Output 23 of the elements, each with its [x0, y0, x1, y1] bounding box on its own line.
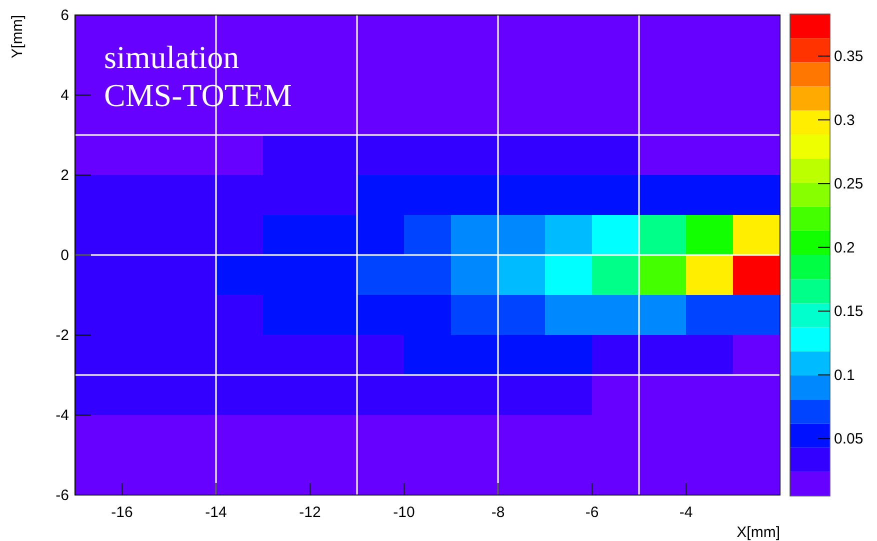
x-tick-label: -16 — [111, 504, 133, 521]
color-bar-label: 0.2 — [834, 239, 855, 256]
y-tick-label: -2 — [56, 327, 69, 344]
x-tick-label: -6 — [585, 504, 599, 521]
y-tick-label: 0 — [60, 247, 69, 264]
x-tick-label: -8 — [491, 504, 505, 521]
color-bar-label: 0.35 — [834, 48, 864, 66]
x-tick-label: -10 — [393, 504, 415, 521]
y-axis-title: Y[mm] — [9, 15, 26, 58]
x-axis-title: X[mm] — [736, 524, 780, 541]
y-tick-label: 2 — [60, 167, 69, 184]
color-bar-label: 0.3 — [834, 112, 855, 129]
x-tick-label: -4 — [679, 504, 693, 521]
x-tick-label: -12 — [299, 504, 321, 521]
color-bar-label: 0.25 — [834, 176, 864, 193]
color-bar-label: 0.1 — [834, 366, 855, 384]
x-tick-label: -14 — [205, 504, 227, 521]
color-bar-label: 0.05 — [834, 430, 864, 448]
color-bar-label: 0.15 — [834, 303, 864, 320]
y-tick-label: 4 — [60, 87, 69, 104]
y-tick-label: -6 — [56, 487, 69, 504]
y-tick-label: 6 — [60, 7, 69, 24]
y-tick-label: -4 — [56, 407, 69, 424]
